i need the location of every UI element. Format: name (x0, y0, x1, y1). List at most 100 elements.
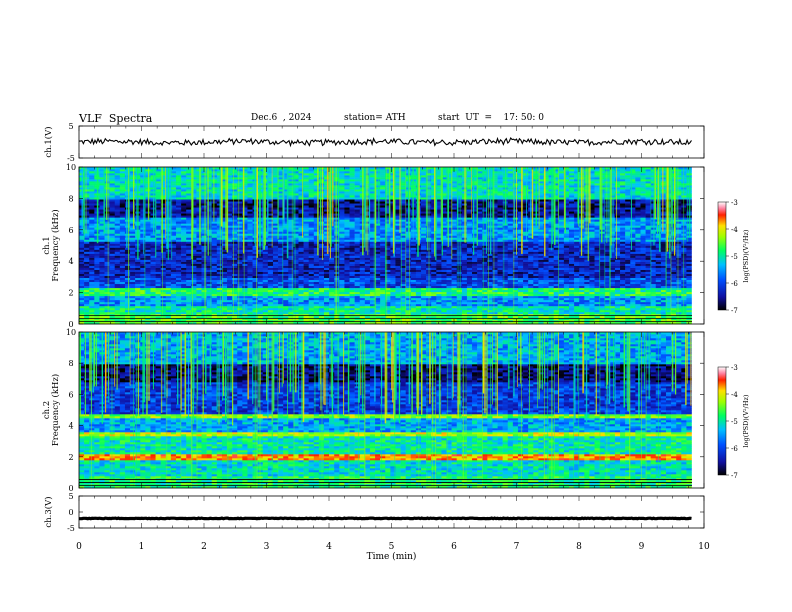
spectrogram-cell (390, 307, 396, 311)
spectrogram-cell (181, 251, 187, 254)
spectrogram-cell (109, 273, 116, 276)
spectrogram-cell (267, 249, 274, 252)
spectrogram-cell (497, 249, 503, 252)
spectrogram-cell (640, 245, 646, 248)
spectrogram-cell (441, 249, 447, 252)
spectrogram-cell (472, 253, 478, 256)
spectrogram-cell (645, 293, 651, 297)
spectrogram-cell (589, 301, 595, 305)
spectrogram-cell (523, 279, 529, 283)
spectrogram-cell (395, 295, 401, 299)
spectrogram-cell (665, 259, 672, 262)
spectrogram-cell (232, 261, 238, 264)
spectrogram-cell (303, 285, 309, 289)
spectrogram-cell (308, 301, 315, 305)
spectrogram-cell (359, 259, 366, 262)
spectrogram-cell (420, 295, 427, 299)
spectrogram-cell (594, 259, 600, 262)
spectrogram-cell (369, 293, 376, 297)
spectrogram-cell (354, 255, 361, 258)
spectrogram-cell (604, 305, 611, 309)
spectrogram-cell (558, 251, 565, 254)
spectrogram-cell (298, 277, 304, 281)
spectrogram-cell (104, 269, 110, 272)
spectrogram-cell (278, 243, 284, 246)
spectrogram-cell (150, 315, 156, 319)
spectrogram-cell (405, 283, 412, 287)
spectrogram-cell (676, 275, 682, 278)
spectrogram-cell (563, 305, 570, 309)
spectrogram-cell (558, 289, 565, 293)
spectrogram-cell (640, 305, 646, 309)
spectrogram-cell (155, 273, 161, 276)
spectrogram-cell (466, 249, 473, 252)
spectrogram-cell (170, 315, 177, 319)
spectrogram-cell (369, 251, 376, 254)
spectrogram-cell (400, 317, 406, 321)
spectrogram-cell (344, 267, 350, 270)
spectrogram-cell (594, 251, 600, 254)
spectrogram-cell (614, 243, 621, 246)
spectrogram-cell (109, 301, 116, 305)
spectrogram-cell (227, 289, 233, 293)
spectrogram-cell (206, 301, 212, 305)
spectrogram-cell (380, 289, 386, 293)
spectrogram-cell (196, 275, 202, 278)
spectrogram-cell (614, 277, 621, 281)
spectrogram-cell (288, 241, 294, 244)
spectrogram-cell (650, 315, 657, 319)
spectrogram-cell (84, 275, 90, 278)
spectrogram-cell (140, 255, 146, 258)
spectrogram-cell (221, 301, 228, 305)
spectrogram-cell (604, 277, 611, 281)
spectrogram-cell (329, 243, 335, 246)
spectrogram-cell (104, 309, 110, 313)
spectrogram-cell (431, 289, 437, 293)
spectrogram-cell (635, 285, 641, 289)
spectrogram-cell (625, 309, 631, 313)
spectrogram-cell (191, 283, 197, 287)
spectrogram-cell (324, 305, 330, 309)
spectrogram-cell (671, 309, 677, 313)
spectrogram-cell (232, 297, 238, 301)
spectrogram-cell (349, 271, 355, 274)
spectrogram-cell (252, 279, 258, 283)
spectrogram-cell (492, 245, 498, 248)
spectrogram-cell (354, 245, 361, 248)
spectrogram-cell (410, 269, 417, 272)
spectrogram-cell (130, 281, 136, 285)
spectrogram-cell (431, 309, 437, 313)
spectrogram-cell (109, 321, 116, 325)
spectrogram-cell (145, 271, 151, 274)
spectrogram-cell (349, 307, 355, 311)
spectrogram-cell (181, 285, 187, 289)
spectrogram-cell (79, 271, 85, 274)
spectrogram-cell (543, 305, 549, 309)
spectrogram-cell (395, 273, 401, 276)
spectrogram-cell (640, 255, 646, 258)
spectrogram-cell (461, 259, 468, 262)
spectrogram-cell (569, 253, 575, 256)
spectrogram-cell (502, 267, 509, 270)
spectrogram-cell (502, 299, 509, 303)
spectrogram-cell (283, 243, 289, 246)
spectrogram-cell (262, 259, 269, 262)
chart-title: VLF Spectra (79, 112, 153, 125)
spectrogram-cell (79, 273, 85, 276)
spectrogram-cell (645, 291, 651, 295)
spectrogram-cell (227, 265, 233, 268)
spectrogram-cell (497, 263, 503, 266)
spectrogram-cell (114, 297, 121, 301)
spectrogram-cell (334, 257, 340, 260)
spectrogram-cell (359, 275, 366, 278)
spectrogram-cell (104, 301, 110, 305)
spectrogram-cell (456, 247, 463, 250)
spectrogram-cell (242, 283, 248, 287)
spectrogram-cell (369, 299, 376, 303)
spectrogram-cell (517, 259, 524, 262)
spectrogram-cell (140, 243, 146, 246)
spectrogram-cell (385, 295, 391, 299)
spectrogram-cell (558, 279, 565, 283)
spectrogram-cell (170, 279, 177, 283)
spectrogram-cell (308, 257, 315, 260)
